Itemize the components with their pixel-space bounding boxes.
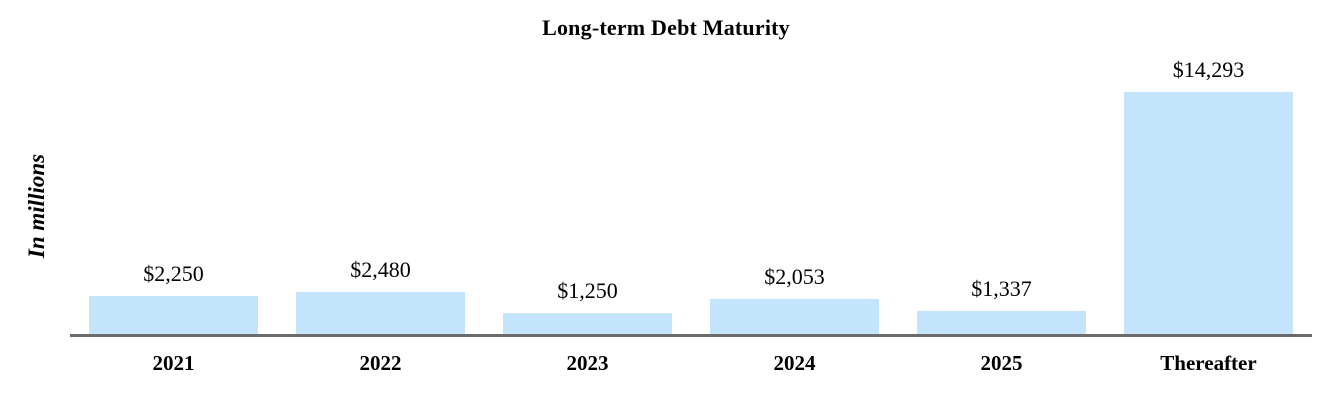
bar — [296, 292, 465, 334]
bar-group: $2,480 — [277, 257, 484, 334]
bar-value-label: $1,337 — [971, 276, 1032, 301]
bar-value-label: $14,293 — [1172, 57, 1245, 82]
y-axis-label: In millions — [24, 153, 49, 259]
bar — [89, 296, 258, 334]
x-axis-line — [70, 334, 1312, 337]
bar — [917, 311, 1086, 334]
chart-title: Long-term Debt Maturity — [542, 15, 790, 40]
bar — [503, 313, 672, 334]
bar-value-label: $2,053 — [764, 264, 825, 289]
x-axis-labels: 2021 2022 2023 2024 2025 Thereafter — [70, 351, 1312, 376]
x-tick-label: 2021 — [152, 351, 195, 375]
bar-value-label: $2,480 — [350, 257, 411, 282]
x-tick-label: 2024 — [773, 351, 816, 375]
bar-value-label: $2,250 — [143, 261, 204, 286]
bar-value-label: $1,250 — [557, 278, 618, 303]
bar-group: $1,337 — [898, 276, 1105, 334]
bar-group: $2,053 — [691, 264, 898, 334]
plot-area: $2,250 $2,480 $1,250 $2,053 $1,337 $14,293 — [70, 0, 1312, 334]
bar-group: $14,293 — [1105, 57, 1312, 334]
x-tick-label: Thereafter — [1160, 351, 1257, 375]
bar — [1124, 92, 1293, 334]
bar-group: $1,250 — [484, 278, 691, 334]
x-tick-label: 2022 — [359, 351, 402, 375]
bar-group: $2,250 — [70, 261, 277, 334]
x-tick-label: 2025 — [980, 351, 1023, 375]
bar — [710, 299, 879, 334]
x-tick-label: 2023 — [566, 351, 609, 375]
